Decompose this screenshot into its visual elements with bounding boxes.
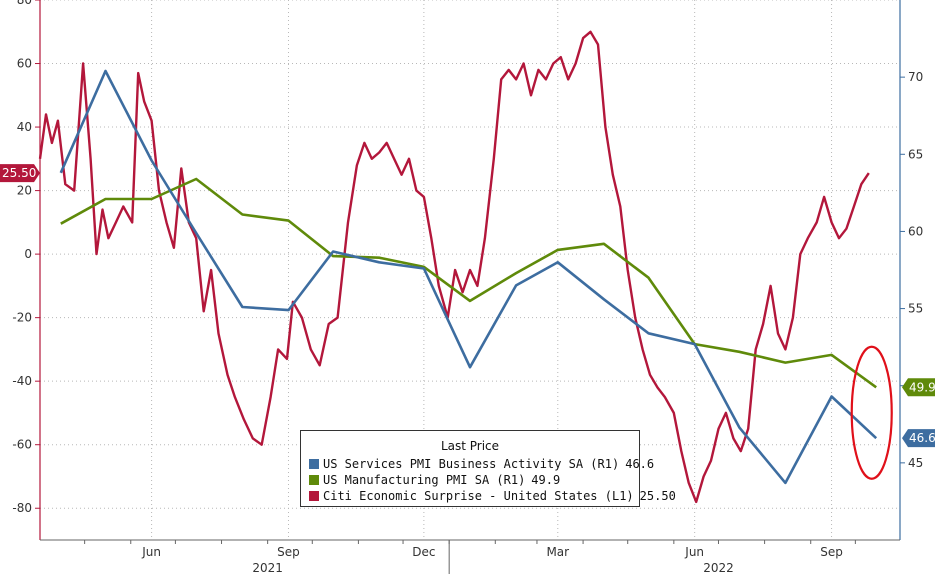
grid — [40, 0, 900, 540]
last-value-tag-0: 46.6 — [902, 429, 935, 448]
left-tick-label: 0 — [24, 247, 32, 261]
last-value-tag-2: 25.50 — [0, 164, 40, 183]
highlight-ellipse — [850, 345, 893, 480]
x-tick-label: Sep — [820, 545, 843, 559]
legend-title: Last Price — [440, 439, 500, 453]
left-tick-label: 60 — [17, 57, 32, 71]
right-tick-label: 70 — [908, 70, 923, 84]
legend-label-citi: Citi Economic Surprise - United States (… — [323, 489, 634, 503]
last-value-tag-1: 49.9 — [902, 378, 935, 397]
year-label: 2021 — [252, 561, 283, 574]
x-tick-label: Mar — [546, 545, 569, 559]
last-value-tag-bg — [902, 378, 935, 397]
year-label: 2022 — [703, 561, 734, 574]
x-tick-label: Jun — [684, 545, 704, 559]
legend-swatch-manufacturing — [309, 475, 319, 485]
last-value-tag-text: 46.6 — [909, 431, 935, 445]
right-tick-label: 55 — [908, 302, 923, 316]
series-line-1 — [60, 177, 877, 389]
last-value-tag-text: 25.50 — [2, 166, 36, 180]
legend-label-manufacturing: US Manufacturing PMI SA (R1) — [323, 473, 526, 487]
left-tick-label: 80 — [17, 0, 32, 7]
right-tick-label: 45 — [908, 456, 923, 470]
legend-entry-manufacturing: US Manufacturing PMI SA (R1) 49.9 — [309, 473, 560, 487]
left-tick-label: -60 — [12, 438, 32, 452]
x-tick-label: Dec — [412, 545, 435, 559]
left-tick-label: 20 — [17, 184, 32, 198]
legend-entry-citi: Citi Economic Surprise - United States (… — [309, 489, 676, 503]
last-value-tag-bg — [0, 164, 40, 183]
x-tick-label: Sep — [277, 545, 300, 559]
legend-value-manufacturing: 49.9 — [531, 473, 561, 487]
last-value-tag-bg — [902, 429, 935, 448]
legend-value-citi: 25.50 — [639, 489, 676, 503]
series-layer — [38, 30, 878, 504]
legend-swatch-citi — [309, 491, 319, 501]
legend-entry-services: US Services PMI Business Activity SA (R1… — [309, 457, 654, 471]
axes — [35, 0, 905, 574]
left-tick-label: -40 — [12, 374, 32, 388]
legend-value-services: 46.6 — [625, 457, 655, 471]
series-line-2 — [38, 30, 870, 504]
annotation-layer: 46.6 49.9 25.50 — [0, 164, 935, 480]
legend-label-services: US Services PMI Business Activity SA (R1… — [323, 457, 620, 471]
legend: Last Price US Services PMI Business Acti… — [300, 430, 676, 507]
right-tick-label: 65 — [908, 147, 923, 161]
axis-labels: 806040200-20-40-60-80706560555045JunSepD… — [12, 0, 923, 574]
left-tick-label: -80 — [12, 501, 32, 515]
right-tick-label: 60 — [908, 224, 923, 238]
x-tick-label: Jun — [141, 545, 161, 559]
legend-swatch-services — [309, 459, 319, 469]
left-tick-label: -20 — [12, 311, 32, 325]
left-tick-label: 40 — [17, 120, 32, 134]
last-value-tag-text: 49.9 — [909, 380, 935, 394]
series-line-0 — [59, 69, 878, 485]
